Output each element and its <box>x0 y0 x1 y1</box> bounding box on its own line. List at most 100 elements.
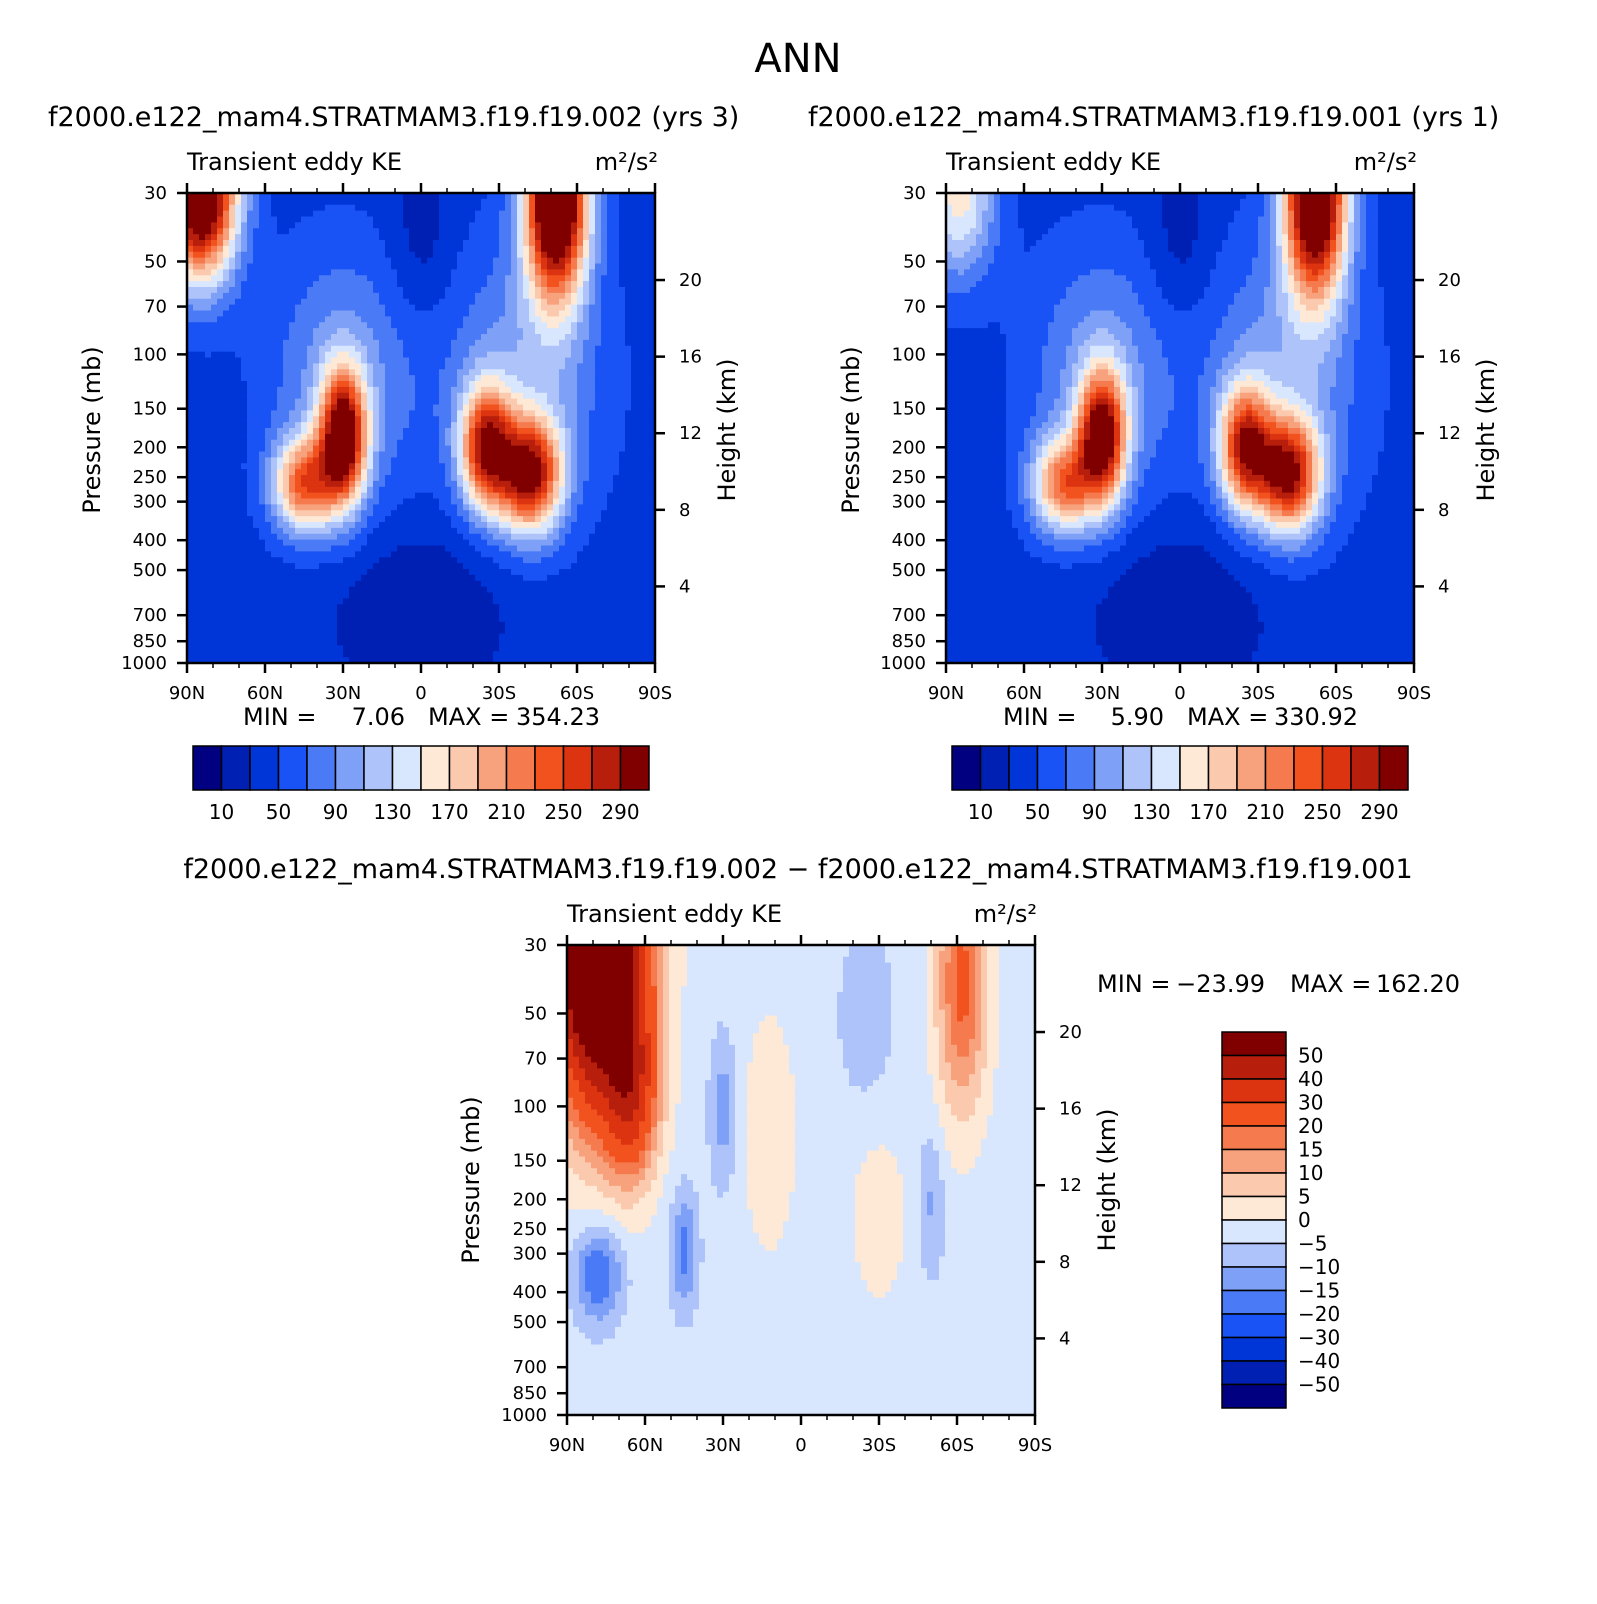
contour-cell <box>433 328 440 334</box>
contour-cell <box>607 211 614 217</box>
contour-cell <box>409 217 416 223</box>
contour-cell <box>241 293 248 299</box>
contour-cell <box>421 322 428 328</box>
contour-cell <box>571 222 578 228</box>
contour-cell <box>403 205 410 211</box>
contour-cell <box>241 363 248 369</box>
contour-cell <box>415 269 422 275</box>
contour-cell <box>439 316 446 322</box>
contour-cell <box>589 346 596 352</box>
contour-cell <box>445 369 452 375</box>
contour-cell <box>253 299 260 305</box>
contour-cell <box>559 205 566 211</box>
contour-cell <box>343 240 350 246</box>
contour-cell <box>271 205 278 211</box>
contour-cell <box>379 246 386 252</box>
contour-cell <box>289 358 296 364</box>
contour-cell <box>415 322 422 328</box>
contour-cell <box>463 399 470 405</box>
contour-cell <box>469 346 476 352</box>
contour-cell <box>307 340 314 346</box>
contour-cell <box>451 275 458 281</box>
contour-cell <box>313 264 320 270</box>
contour-cell <box>277 369 284 375</box>
contour-cell <box>577 363 584 369</box>
contour-cell <box>625 316 632 322</box>
contour-cell <box>313 352 320 358</box>
contour-cell <box>571 275 578 281</box>
contour-cell <box>421 240 428 246</box>
contour-cell <box>241 299 248 305</box>
contour-cell <box>247 252 254 258</box>
contour-cell <box>499 258 506 264</box>
contour-cell <box>277 211 284 217</box>
contour-cell <box>373 264 380 270</box>
contour-cell <box>535 393 542 399</box>
contour-cell <box>313 393 320 399</box>
contour-cell <box>577 311 584 317</box>
contour-cell <box>235 252 242 258</box>
contour-cell <box>283 275 290 281</box>
contour-cell <box>493 358 500 364</box>
contour-cell <box>355 334 362 340</box>
contour-cell <box>481 393 488 399</box>
contour-cell <box>451 369 458 375</box>
contour-cell <box>415 258 422 264</box>
contour-cell <box>223 322 230 328</box>
contour-cell <box>451 287 458 293</box>
contour-cell <box>457 305 464 311</box>
contour-cell <box>403 299 410 305</box>
contour-cell <box>631 222 638 228</box>
contour-cell <box>493 352 500 358</box>
contour-cell <box>349 264 356 270</box>
contour-cell <box>583 381 590 387</box>
contour-cell <box>265 363 272 369</box>
contour-cell <box>517 334 524 340</box>
contour-cell <box>199 275 206 281</box>
contour-cell <box>607 328 614 334</box>
contour-cell <box>313 234 320 240</box>
contour-cell <box>421 311 428 317</box>
contour-cell <box>217 217 224 223</box>
contour-cell <box>307 246 314 252</box>
contour-cell <box>325 199 332 205</box>
contour-cell <box>517 205 524 211</box>
contour-cell <box>433 287 440 293</box>
contour-cell <box>367 322 374 328</box>
contour-cell <box>637 275 644 281</box>
contour-cell <box>247 287 254 293</box>
contour-cell <box>343 211 350 217</box>
contour-cell <box>331 322 338 328</box>
contour-cell <box>331 299 338 305</box>
contour-cell <box>619 369 626 375</box>
contour-cell <box>613 387 620 393</box>
contour-cell <box>301 322 308 328</box>
contour-cell <box>511 381 518 387</box>
contour-cell <box>421 375 428 381</box>
contour-cell <box>541 381 548 387</box>
contour-cell <box>475 281 482 287</box>
contour-cell <box>481 328 488 334</box>
contour-cell <box>289 228 296 234</box>
contour-cell <box>487 299 494 305</box>
contour-cell <box>553 205 560 211</box>
contour-cell <box>379 387 386 393</box>
contour-cell <box>331 346 338 352</box>
contour-cell <box>619 240 626 246</box>
contour-cell <box>241 281 248 287</box>
contour-cell <box>493 334 500 340</box>
contour-cell <box>589 252 596 258</box>
contour-cell <box>469 258 476 264</box>
contour-cell <box>331 287 338 293</box>
contour-cell <box>493 375 500 381</box>
contour-cell <box>523 358 530 364</box>
contour-cell <box>481 358 488 364</box>
contour-cell <box>211 275 218 281</box>
contour-cell <box>247 269 254 275</box>
contour-cell <box>583 275 590 281</box>
contour-cell <box>607 258 614 264</box>
contour-cell <box>193 293 200 299</box>
contour-cell <box>403 287 410 293</box>
contour-cell <box>343 381 350 387</box>
contour-cell <box>349 399 356 405</box>
